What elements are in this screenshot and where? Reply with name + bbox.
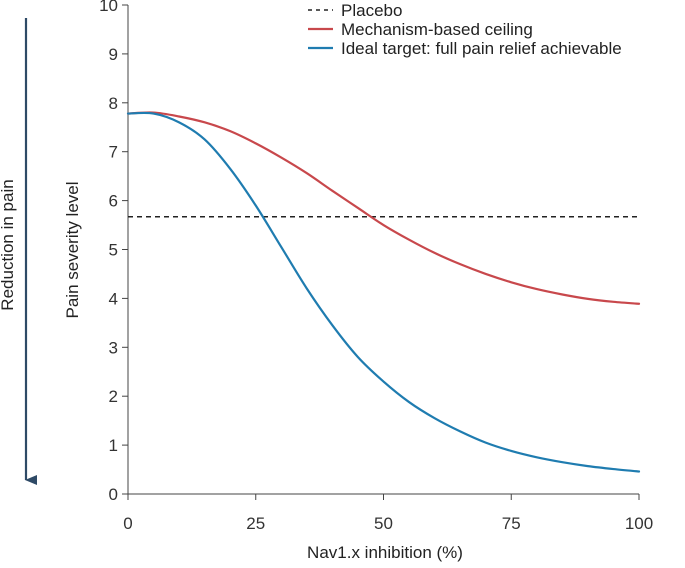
y-ticks: 0 1 2 3 4 5 6 7 8 9 10 [99,0,128,504]
y-axis-title: Pain severity level [63,181,82,318]
legend-item-placebo: Placebo [308,1,402,20]
x-tick-label: 50 [374,514,393,533]
legend-item-ideal-target: Ideal target: full pain relief achievabl… [308,39,622,58]
series-line-mechanism-ceiling [126,111,641,305]
x-tick-label: 0 [123,514,132,533]
x-tick-label: 100 [625,514,653,533]
legend-label-ideal-target: Ideal target: full pain relief achievabl… [341,39,622,58]
x-tick-label: 25 [246,514,265,533]
y-tick-label: 6 [109,192,118,211]
legend: Placebo Mechanism-based ceiling Ideal ta… [308,1,622,58]
y-tick-label: 9 [109,45,118,64]
x-axis-title: Nav1.x inhibition (%) [307,543,463,562]
y-tick-label: 7 [109,143,118,162]
x-ticks: 0 25 50 75 100 [123,494,653,533]
legend-label-mechanism-ceiling: Mechanism-based ceiling [341,20,533,39]
series-line-ideal-target [126,111,641,473]
y-tick-label: 1 [109,436,118,455]
y-tick-label: 10 [99,0,118,15]
legend-item-mechanism-ceiling: Mechanism-based ceiling [308,20,533,39]
reduction-label: Reduction in pain [0,179,17,310]
y-tick-label: 4 [109,289,118,308]
y-tick-label: 0 [109,485,118,504]
y-tick-label: 3 [109,338,118,357]
series-layer [126,111,641,473]
legend-label-placebo: Placebo [341,1,402,20]
y-tick-label: 5 [109,241,118,260]
y-tick-label: 2 [109,387,118,406]
y-tick-label: 8 [109,94,118,113]
x-tick-label: 75 [502,514,521,533]
